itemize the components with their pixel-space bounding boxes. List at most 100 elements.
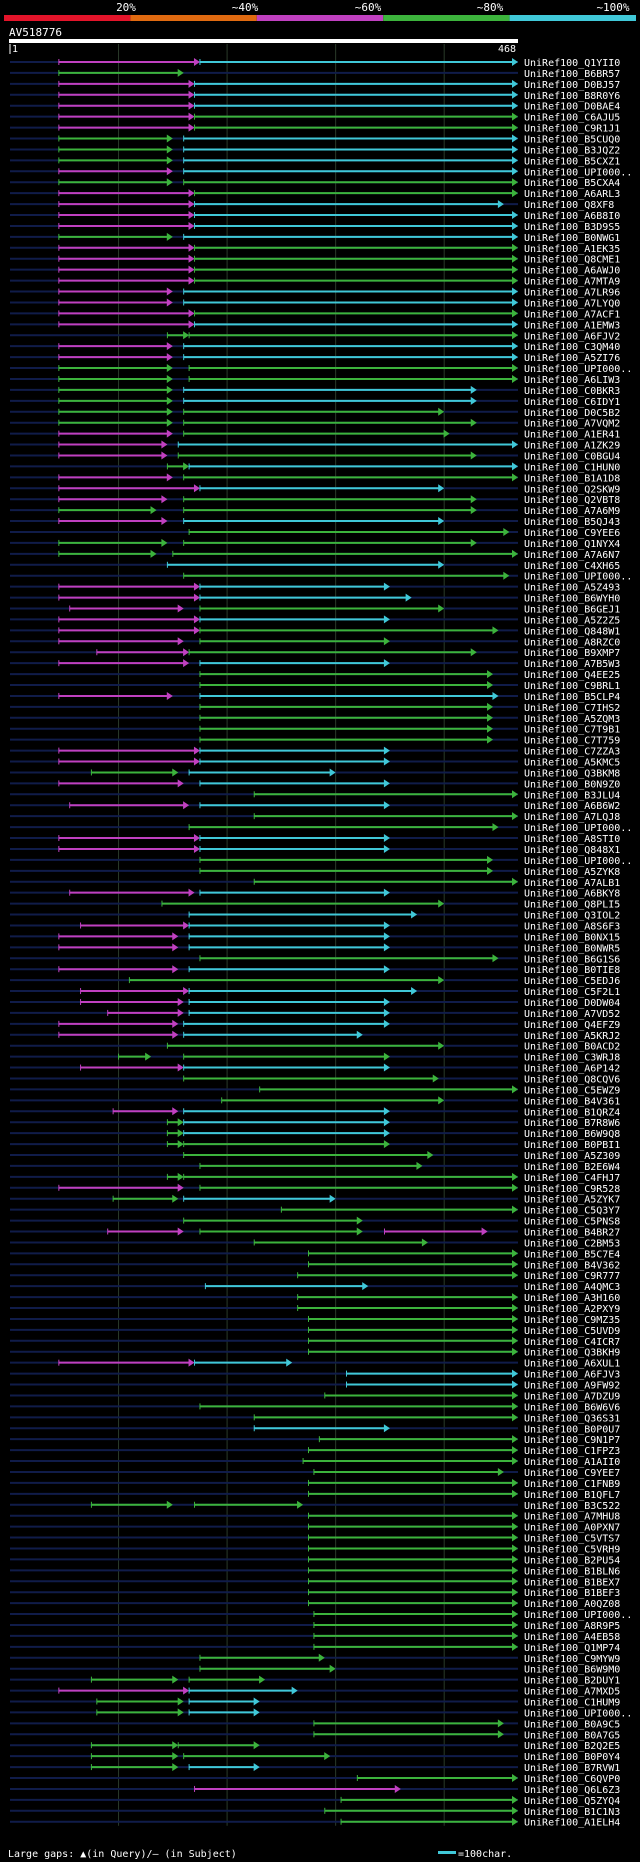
subject-label[interactable]: UniRef100_B5QJ43 [524, 517, 620, 528]
subject-label[interactable]: UniRef100_B5CXA4 [524, 178, 620, 189]
subject-label[interactable]: UniRef100_C9R777 [524, 1271, 620, 1282]
subject-label[interactable]: UniRef100_A1ZK29 [524, 441, 620, 452]
subject-label[interactable]: UniRef100_A7A6M9 [524, 506, 620, 517]
subject-label[interactable]: UniRef100_B6G1S6 [524, 954, 620, 965]
subject-label[interactable]: UniRef100_B3JLU4 [524, 790, 620, 801]
subject-label[interactable]: UniRef100_C9R1J1 [524, 124, 620, 135]
subject-label[interactable]: UniRef100_B3JQZ2 [524, 145, 620, 156]
subject-label[interactable]: UniRef100_B0PBI1 [524, 1140, 620, 1151]
subject-label[interactable]: UniRef100_A7LR96 [524, 288, 620, 299]
subject-label[interactable]: UniRef100_A7MTA9 [524, 277, 620, 288]
subject-label[interactable]: UniRef100_B0ACD2 [524, 1042, 620, 1053]
subject-label[interactable]: UniRef100_Q1YII0 [524, 58, 620, 69]
subject-label[interactable]: UniRef100_A6B6W2 [524, 801, 620, 812]
subject-label[interactable]: UniRef100_B2E6W4 [524, 1162, 620, 1173]
subject-label[interactable]: UniRef100_A3H160 [524, 1293, 620, 1304]
subject-label[interactable]: UniRef100_Q36S31 [524, 1413, 620, 1424]
subject-label[interactable]: UniRef100_A5ZQM3 [524, 714, 620, 725]
subject-label[interactable]: UniRef100_B6GEJ1 [524, 605, 620, 616]
subject-label[interactable]: UniRef100_C9BRL1 [524, 681, 620, 692]
subject-label[interactable]: UniRef100_A7MXD5 [524, 1687, 620, 1698]
subject-label[interactable]: UniRef100_D0C5B2 [524, 408, 620, 419]
subject-label[interactable]: UniRef100_B4BR27 [524, 1228, 620, 1239]
subject-label[interactable]: UniRef100_A5ZYK7 [524, 1195, 620, 1206]
subject-label[interactable]: UniRef100_C4ICR7 [524, 1337, 620, 1348]
subject-label[interactable]: UniRef100_UPI000.. [524, 1708, 632, 1719]
subject-label[interactable]: UniRef100_D0BAE4 [524, 102, 620, 113]
subject-label[interactable]: UniRef100_D0DW04 [524, 998, 620, 1009]
subject-label[interactable]: UniRef100_A0PXN7 [524, 1523, 620, 1534]
subject-label[interactable]: UniRef100_B6W6V6 [524, 1402, 620, 1413]
subject-label[interactable]: UniRef100_C3QM40 [524, 342, 620, 353]
subject-label[interactable]: UniRef100_UPI000.. [524, 167, 632, 178]
subject-label[interactable]: UniRef100_B1QRZ4 [524, 1107, 620, 1118]
subject-label[interactable]: UniRef100_A6FJV2 [524, 331, 620, 342]
subject-label[interactable]: UniRef100_B2Q2E5 [524, 1741, 620, 1752]
subject-label[interactable]: UniRef100_B9XMP7 [524, 648, 620, 659]
subject-label[interactable]: UniRef100_A7VQM2 [524, 419, 620, 430]
subject-label[interactable]: UniRef100_A6BKY8 [524, 889, 620, 900]
subject-label[interactable]: UniRef100_Q4EFZ9 [524, 1020, 620, 1031]
subject-label[interactable]: UniRef100_A8STI0 [524, 834, 620, 845]
subject-label[interactable]: UniRef100_C5EDJ6 [524, 976, 620, 987]
subject-label[interactable]: UniRef100_A7B5W3 [524, 659, 620, 670]
subject-label[interactable]: UniRef100_A1EMW3 [524, 320, 620, 331]
subject-label[interactable]: UniRef100_Q8CME1 [524, 255, 620, 266]
subject-label[interactable]: UniRef100_A0QZ08 [524, 1599, 620, 1610]
subject-label[interactable]: UniRef100_A5Z493 [524, 583, 620, 594]
subject-label[interactable]: UniRef100_A7DZU9 [524, 1391, 620, 1402]
subject-label[interactable]: UniRef100_B6WYH0 [524, 594, 620, 605]
subject-label[interactable]: UniRef100_D0BJ57 [524, 80, 620, 91]
subject-label[interactable]: UniRef100_UPI000.. [524, 364, 632, 375]
subject-label[interactable]: UniRef100_C7T9B1 [524, 725, 620, 736]
subject-label[interactable]: UniRef100_A1ER41 [524, 430, 620, 441]
subject-label[interactable]: UniRef100_Q848X1 [524, 845, 620, 856]
subject-label[interactable]: UniRef100_A7A6N7 [524, 550, 620, 561]
subject-label[interactable]: UniRef100_Q6L6Z3 [524, 1785, 620, 1796]
subject-label[interactable]: UniRef100_C5PNS8 [524, 1217, 620, 1228]
subject-label[interactable]: UniRef100_B4V361 [524, 1096, 620, 1107]
subject-label[interactable]: UniRef100_A6B8I0 [524, 211, 620, 222]
subject-label[interactable]: UniRef100_A2PXY9 [524, 1304, 620, 1315]
subject-label[interactable]: UniRef100_Q5ZYQ4 [524, 1796, 620, 1807]
subject-label[interactable]: UniRef100_A9FW92 [524, 1381, 620, 1392]
subject-label[interactable]: UniRef100_A5ZI76 [524, 353, 620, 364]
subject-label[interactable]: UniRef100_Q2VBT8 [524, 495, 620, 506]
subject-label[interactable]: UniRef100_B1QFL7 [524, 1490, 620, 1501]
subject-label[interactable]: UniRef100_Q2SKW9 [524, 484, 620, 495]
subject-label[interactable]: UniRef100_B0NWR5 [524, 943, 620, 954]
subject-label[interactable]: UniRef100_C5VRH9 [524, 1544, 620, 1555]
subject-label[interactable]: UniRef100_C7IHS2 [524, 703, 620, 714]
subject-label[interactable]: UniRef100_B7RVW1 [524, 1763, 620, 1774]
subject-label[interactable]: UniRef100_B5CUQ0 [524, 135, 620, 146]
subject-label[interactable]: UniRef100_Q3BKH9 [524, 1348, 620, 1359]
subject-label[interactable]: UniRef100_C1HUN0 [524, 462, 620, 473]
subject-label[interactable]: UniRef100_C6QVP0 [524, 1774, 620, 1785]
subject-label[interactable]: UniRef100_C9YEE6 [524, 528, 620, 539]
subject-label[interactable]: UniRef100_Q8PLI5 [524, 900, 620, 911]
subject-label[interactable]: UniRef100_C4FHJ7 [524, 1173, 620, 1184]
subject-label[interactable]: UniRef100_B1BEX7 [524, 1577, 620, 1588]
subject-label[interactable]: UniRef100_A1ELH4 [524, 1818, 620, 1829]
subject-label[interactable]: UniRef100_C9N1P7 [524, 1435, 620, 1446]
subject-label[interactable]: UniRef100_C7T759 [524, 736, 620, 747]
subject-label[interactable]: UniRef100_A6FJV3 [524, 1370, 620, 1381]
subject-label[interactable]: UniRef100_B4V362 [524, 1260, 620, 1271]
subject-label[interactable]: UniRef100_A5KRJ2 [524, 1031, 620, 1042]
subject-label[interactable]: UniRef100_C2BM53 [524, 1238, 620, 1249]
subject-label[interactable]: UniRef100_B5CLP4 [524, 692, 620, 703]
subject-label[interactable]: UniRef100_C5F2L1 [524, 987, 620, 998]
subject-label[interactable]: UniRef100_C6AJU5 [524, 113, 620, 124]
subject-label[interactable]: UniRef100_B0NX15 [524, 932, 620, 943]
subject-label[interactable]: UniRef100_B2DUY1 [524, 1676, 620, 1687]
subject-label[interactable]: UniRef100_A5KMC5 [524, 758, 620, 769]
subject-label[interactable]: UniRef100_B0NWG1 [524, 233, 620, 244]
subject-label[interactable]: UniRef100_B0P0U7 [524, 1424, 620, 1435]
subject-label[interactable]: UniRef100_C9MZ35 [524, 1315, 620, 1326]
subject-label[interactable]: UniRef100_Q1MP74 [524, 1643, 620, 1654]
subject-label[interactable]: UniRef100_C5UVD9 [524, 1326, 620, 1337]
subject-label[interactable]: UniRef100_B6W9M0 [524, 1665, 620, 1676]
subject-label[interactable]: UniRef100_C9R528 [524, 1184, 620, 1195]
subject-label[interactable]: UniRef100_C7ZZA3 [524, 747, 620, 758]
subject-label[interactable]: UniRef100_C9YEE7 [524, 1468, 620, 1479]
